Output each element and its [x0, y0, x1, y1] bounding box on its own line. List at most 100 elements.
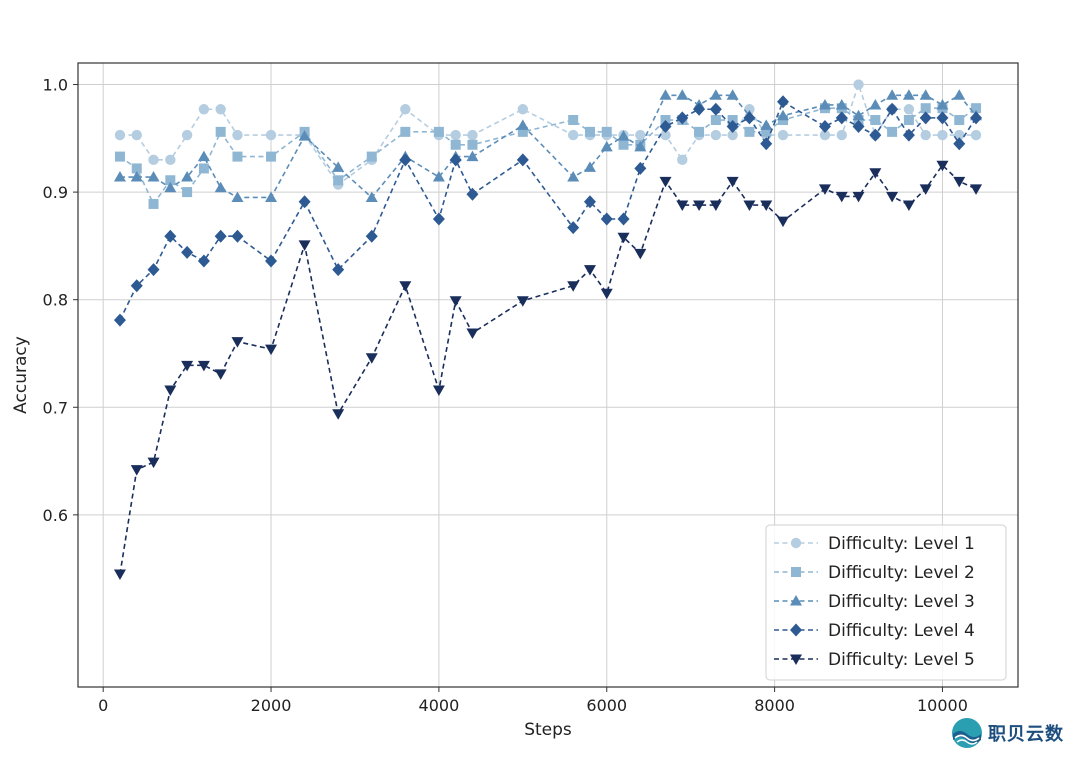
data-point [198, 104, 210, 115]
series-line [119, 94, 977, 199]
data-point [567, 171, 580, 182]
data-point [818, 184, 831, 195]
data-point [148, 198, 159, 209]
data-point [693, 102, 706, 116]
data-point [727, 129, 738, 141]
legend-label: Difficulty: Level 5 [828, 650, 975, 670]
legend-label: Difficulty: Level 2 [828, 563, 975, 583]
data-point [583, 195, 596, 209]
data-point [399, 153, 412, 167]
data-point [298, 130, 311, 141]
data-point [601, 126, 612, 137]
plot-frame [77, 62, 1019, 688]
data-point [634, 248, 647, 260]
data-point [165, 154, 176, 166]
data-point [214, 229, 227, 243]
data-point [214, 181, 227, 193]
data-point [852, 191, 865, 203]
y-tick-label: 0.9 [43, 183, 68, 202]
data-point [835, 111, 848, 125]
data-point [853, 79, 864, 90]
data-point [113, 313, 126, 327]
y-tick-label: 0.6 [43, 506, 68, 525]
data-point [870, 115, 881, 126]
data-point [181, 360, 194, 372]
globe-wave-logo-icon [952, 718, 982, 748]
data-point [600, 288, 613, 300]
data-point [819, 129, 831, 141]
data-point [231, 229, 244, 243]
data-point [466, 328, 479, 340]
data-point [869, 128, 882, 142]
data-point [886, 89, 899, 100]
data-point [113, 171, 126, 182]
data-point [710, 115, 721, 126]
data-point [920, 103, 931, 114]
legend-marker [790, 654, 802, 665]
data-point [164, 385, 177, 397]
x-tick-label: 2000 [251, 696, 292, 715]
data-point [954, 129, 965, 141]
data-point [466, 150, 479, 162]
data-point [902, 200, 915, 212]
series-layer [113, 79, 983, 581]
data-point [567, 281, 580, 292]
data-point [147, 263, 160, 277]
data-point [450, 139, 461, 150]
data-point [131, 163, 142, 174]
data-point [583, 161, 596, 172]
series-line [119, 100, 977, 321]
data-point [761, 126, 772, 137]
data-point [919, 184, 932, 195]
data-point [710, 129, 722, 141]
data-point [265, 254, 278, 268]
data-point [694, 126, 705, 137]
data-point [726, 176, 739, 188]
data-point [617, 212, 630, 226]
data-point [332, 161, 345, 172]
legend-label: Difficulty: Level 1 [828, 534, 975, 554]
data-point [400, 126, 411, 137]
data-point [903, 104, 915, 115]
data-point [709, 102, 722, 116]
data-point [937, 129, 948, 141]
x-tick-label: 6000 [586, 696, 627, 715]
data-point [936, 160, 949, 172]
data-point [433, 126, 444, 137]
data-point [131, 129, 142, 141]
data-point [114, 129, 126, 141]
y-axis-label: Accuracy [11, 336, 31, 414]
data-point [232, 151, 243, 162]
data-point [970, 129, 982, 141]
data-point [432, 171, 445, 182]
data-point [333, 175, 344, 186]
data-point [332, 409, 345, 420]
data-point [182, 187, 193, 198]
data-point [197, 360, 210, 372]
data-point [970, 184, 983, 195]
data-point [693, 200, 706, 212]
data-point [516, 296, 529, 307]
data-point [298, 240, 311, 251]
data-point [365, 191, 378, 202]
data-point [617, 232, 630, 244]
data-point [886, 191, 899, 203]
x-tick-label: 0 [98, 696, 108, 715]
data-point [726, 89, 739, 100]
data-point [265, 191, 278, 202]
data-point [165, 175, 176, 186]
data-point [869, 98, 882, 110]
data-point [835, 191, 848, 203]
data-point [659, 89, 672, 100]
data-point [450, 129, 461, 141]
data-point [181, 245, 194, 259]
data-point [818, 119, 831, 133]
data-point [676, 200, 689, 212]
data-point [953, 176, 966, 188]
data-point [114, 151, 125, 162]
series-line [119, 107, 977, 206]
data-point [432, 385, 445, 397]
data-point [365, 353, 378, 364]
data-point [659, 176, 672, 188]
legend: Difficulty: Level 1 Difficulty: Level 2 Di… [765, 524, 1007, 681]
